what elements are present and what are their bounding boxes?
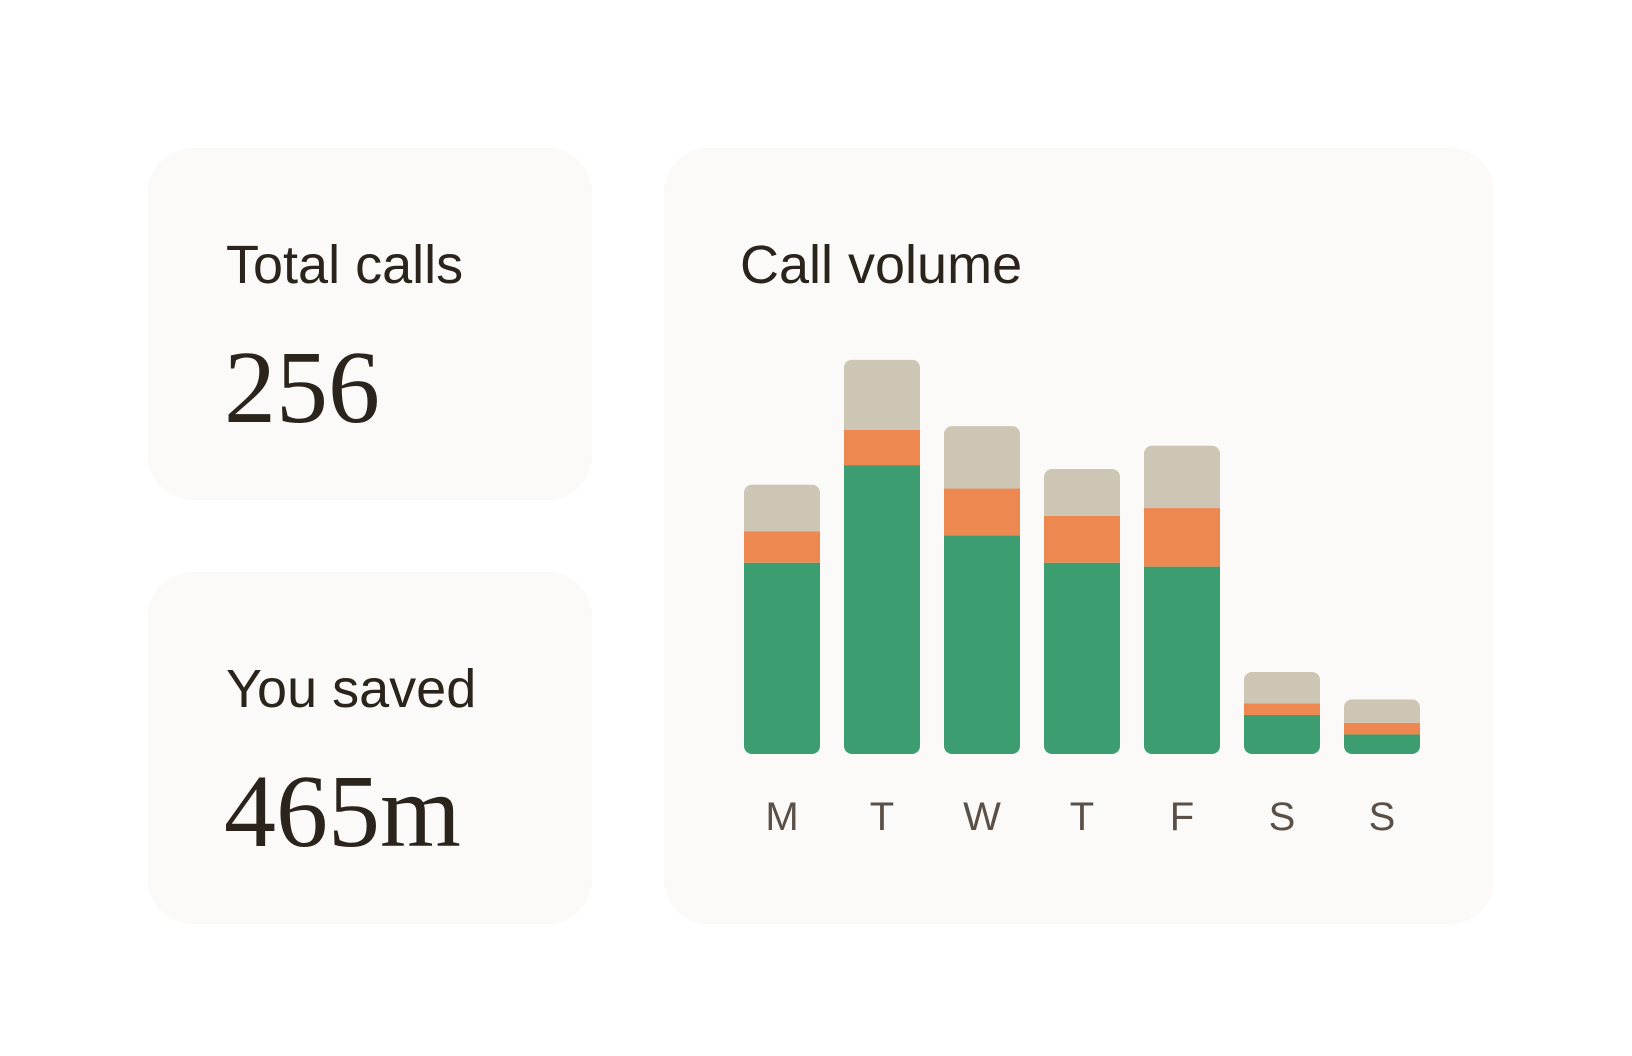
total-calls-card: Total calls 256 — [148, 148, 592, 500]
x-tick-label-5: S — [1269, 795, 1296, 839]
bar-group-5 — [1244, 672, 1320, 754]
x-tick-label-4: F — [1170, 795, 1194, 839]
time-saved-card: You saved 465m — [148, 572, 592, 924]
time-saved-label: You saved — [226, 659, 477, 719]
bar-0-segment-0 — [744, 562, 820, 754]
bar-3-segment-0 — [1044, 562, 1120, 754]
time-saved-value: 465m — [224, 754, 461, 869]
bar-1-segment-2 — [844, 359, 920, 430]
bar-3-segment-2 — [1044, 469, 1120, 516]
bar-2-segment-2 — [944, 426, 1020, 489]
bar-4-segment-0 — [1144, 566, 1220, 754]
bar-1-segment-1 — [844, 429, 920, 466]
total-calls-value: 256 — [224, 330, 380, 445]
bar-group-6 — [1344, 699, 1420, 754]
bar-group-4 — [1144, 445, 1220, 754]
x-tick-label-3: T — [1070, 795, 1094, 839]
bar-2-segment-1 — [944, 488, 1020, 536]
x-tick-label-2: W — [963, 795, 1001, 839]
bar-group-2 — [944, 426, 1020, 754]
bar-2-segment-0 — [944, 535, 1020, 754]
bar-3-segment-1 — [1044, 515, 1120, 563]
x-tick-label-0: M — [765, 795, 798, 839]
bar-6-segment-0 — [1344, 734, 1420, 754]
bar-group-0 — [744, 484, 820, 754]
call-volume-card: Call volume M T W T F S S — [664, 148, 1494, 924]
bar-4-segment-2 — [1144, 445, 1220, 509]
x-tick-label-6: S — [1369, 795, 1396, 839]
bar-0-segment-1 — [744, 531, 820, 563]
bar-0-segment-2 — [744, 484, 820, 532]
bar-5-segment-0 — [1244, 714, 1320, 754]
bar-6-segment-1 — [1344, 722, 1420, 735]
chart-title: Call volume — [740, 235, 1023, 295]
x-tick-label-1: T — [870, 795, 894, 839]
bar-5-segment-1 — [1244, 703, 1320, 715]
bar-6-segment-2 — [1344, 699, 1420, 723]
total-calls-label: Total calls — [226, 235, 464, 295]
bar-1-segment-0 — [844, 465, 920, 754]
bar-group-1 — [844, 359, 920, 754]
bar-5-segment-2 — [1244, 672, 1320, 704]
bar-4-segment-1 — [1144, 508, 1220, 567]
bar-group-3 — [1044, 469, 1120, 754]
